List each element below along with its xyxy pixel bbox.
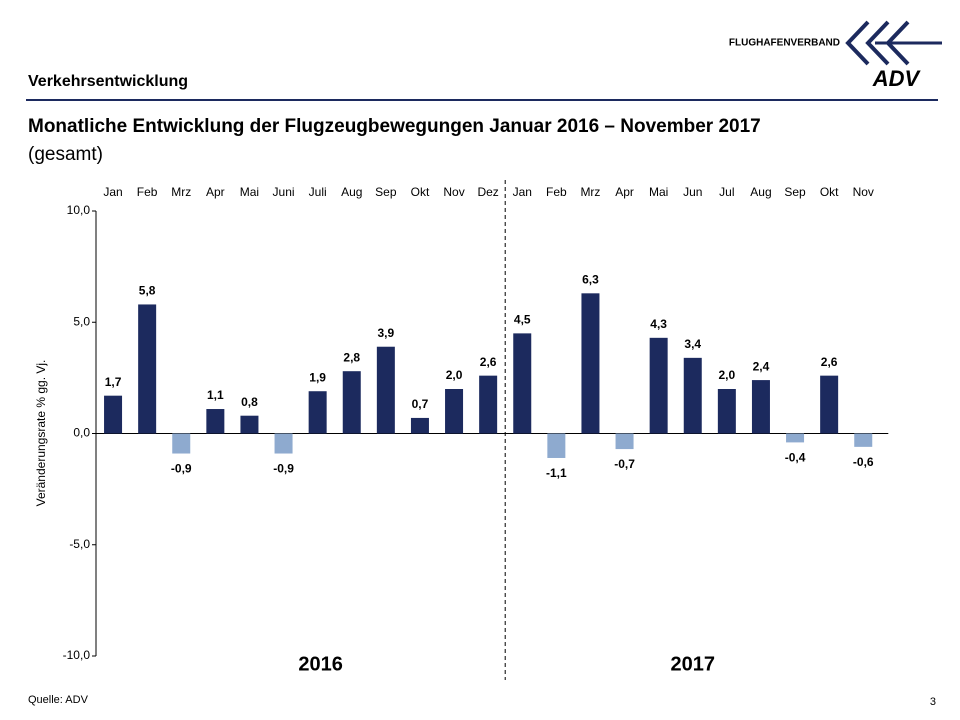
value-label: 1,9	[309, 370, 326, 384]
value-label: 2,4	[753, 359, 770, 373]
year-label: 2016	[298, 653, 343, 675]
page-number: 3	[930, 696, 936, 708]
bar	[786, 433, 805, 443]
bar	[751, 380, 770, 434]
value-label: 5,8	[139, 284, 156, 298]
value-label: 6,3	[582, 272, 599, 286]
x-tick-label: Mai	[649, 185, 668, 199]
value-label: -0,7	[614, 457, 635, 471]
value-label: 0,7	[412, 397, 429, 411]
x-tick-label: Jan	[513, 185, 532, 199]
bar	[683, 357, 702, 434]
x-tick-label: Okt	[411, 185, 430, 199]
value-label: 4,5	[514, 313, 531, 327]
bar	[820, 375, 839, 434]
bar	[854, 433, 873, 447]
value-label: 3,4	[684, 337, 701, 351]
x-tick-label: Nov	[853, 185, 874, 199]
x-tick-label: Juli	[309, 185, 327, 199]
logo	[845, 20, 942, 66]
logo-text: FLUGHAFENVERBAND	[729, 38, 840, 49]
value-label: 4,3	[650, 317, 667, 331]
y-axis-label: Veränderungsrate % gg. Vj.	[34, 360, 48, 507]
value-label: 2,0	[719, 368, 736, 382]
bar	[104, 395, 123, 434]
x-tick-label: Mrz	[580, 185, 600, 199]
bar	[240, 415, 259, 434]
y-tick-label: 5,0	[73, 314, 90, 328]
value-label: 2,6	[821, 355, 838, 369]
value-label: 2,6	[480, 355, 497, 369]
value-label: 1,7	[105, 375, 122, 389]
bar	[410, 417, 429, 434]
value-label: -0,6	[853, 455, 874, 469]
bar	[649, 337, 668, 434]
x-tick-label: Feb	[137, 185, 158, 199]
x-tick-label: Sep	[375, 185, 397, 199]
chart-title: Monatliche Entwicklung der Flugzeugbeweg…	[28, 116, 761, 137]
bar	[445, 389, 464, 434]
x-tick-label: Dez	[477, 185, 498, 199]
x-tick-label: Aug	[750, 185, 771, 199]
year-label: 2017	[671, 653, 716, 675]
bar	[172, 433, 191, 454]
bar	[308, 391, 327, 434]
x-tick-label: Okt	[820, 185, 839, 199]
value-label: -1,1	[546, 466, 567, 480]
value-label: -0,9	[273, 462, 294, 476]
bar	[581, 293, 600, 434]
bar	[342, 371, 361, 434]
value-label: 3,9	[378, 326, 395, 340]
bar	[138, 304, 157, 434]
x-tick-label: Mrz	[171, 185, 191, 199]
y-tick-label: -5,0	[69, 537, 90, 551]
x-tick-label: Aug	[341, 185, 362, 199]
x-tick-label: Jul	[719, 185, 734, 199]
x-tick-label: Feb	[546, 185, 567, 199]
source: Quelle: ADV	[28, 694, 89, 706]
logo-mark: ADV	[872, 66, 922, 91]
y-tick-label: -10,0	[63, 648, 91, 662]
value-label: 2,0	[446, 368, 463, 382]
x-tick-label: Apr	[615, 185, 634, 199]
value-label: -0,9	[171, 462, 192, 476]
chart-subtitle: (gesamt)	[28, 144, 103, 165]
bar	[376, 346, 395, 434]
value-label: -0,4	[785, 451, 806, 465]
y-tick-label: 10,0	[67, 203, 91, 217]
x-tick-label: Juni	[273, 185, 295, 199]
section-title: Verkehrsentwicklung	[28, 73, 188, 90]
bar	[547, 433, 566, 458]
x-tick-label: Jan	[103, 185, 122, 199]
bar	[206, 409, 225, 434]
value-label: 0,8	[241, 395, 258, 409]
x-tick-label: Apr	[206, 185, 225, 199]
bar	[274, 433, 293, 454]
bar	[615, 433, 634, 450]
y-tick-label: 0,0	[73, 426, 90, 440]
x-tick-label: Mai	[240, 185, 259, 199]
x-tick-label: Jun	[683, 185, 702, 199]
bar	[717, 389, 736, 434]
x-tick-label: Nov	[443, 185, 464, 199]
value-label: 1,1	[207, 388, 224, 402]
value-label: 2,8	[343, 350, 360, 364]
bar	[479, 375, 498, 434]
bar	[513, 333, 532, 434]
x-tick-label: Sep	[784, 185, 806, 199]
